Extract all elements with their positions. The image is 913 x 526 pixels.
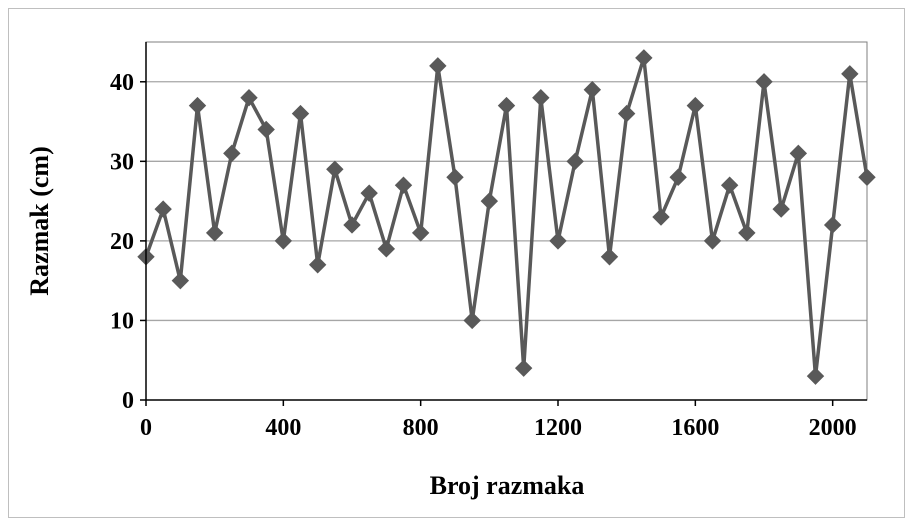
- axes: [140, 42, 867, 406]
- x-tick-label-5: 2000: [809, 415, 857, 441]
- data-point-0-35: [738, 224, 756, 242]
- data-series: [137, 49, 876, 385]
- y-tick-label-3: 30: [110, 149, 134, 175]
- data-point-0-17: [429, 57, 447, 75]
- data-point-0-24: [549, 232, 567, 250]
- y-tick-label-0: 0: [122, 388, 134, 414]
- data-point-0-21: [497, 96, 516, 115]
- data-point-0-9: [291, 104, 310, 123]
- data-point-0-41: [841, 65, 859, 83]
- data-point-0-33: [703, 232, 722, 250]
- data-point-0-4: [205, 224, 224, 242]
- x-tick-label-2: 800: [403, 415, 439, 441]
- data-point-0-10: [308, 256, 327, 274]
- data-point-0-36: [755, 73, 773, 91]
- data-point-0-20: [480, 192, 499, 210]
- data-point-0-13: [360, 184, 378, 202]
- y-tick-labels: 0 10 20 30 40: [110, 70, 134, 414]
- y-axis-title: Razmak (cm): [25, 146, 54, 295]
- x-tick-labels: 0 400 800 1200 1600 2000: [140, 415, 857, 441]
- data-point-0-18: [446, 168, 464, 186]
- data-point-0-22: [514, 359, 533, 377]
- data-point-0-28: [617, 104, 636, 123]
- data-point-0-37: [772, 200, 790, 218]
- data-point-0-15: [394, 176, 413, 194]
- data-point-0-34: [720, 176, 739, 194]
- data-point-0-5: [223, 144, 241, 163]
- data-point-0-12: [343, 216, 361, 234]
- data-point-0-39: [806, 367, 825, 385]
- data-point-0-7: [257, 120, 275, 139]
- data-point-0-3: [188, 96, 207, 115]
- x-tick-label-4: 1600: [671, 415, 719, 441]
- data-point-0-42: [858, 168, 876, 186]
- data-point-0-6: [240, 88, 258, 107]
- data-point-0-25: [566, 152, 584, 171]
- data-point-0-2: [171, 271, 190, 290]
- x-tick-label-3: 1200: [534, 415, 582, 441]
- data-point-0-30: [652, 208, 670, 226]
- x-tick-label-1: 400: [265, 415, 301, 441]
- data-point-0-11: [326, 160, 344, 178]
- x-tick-label-0: 0: [140, 415, 152, 441]
- data-point-0-14: [377, 240, 396, 258]
- data-point-0-23: [532, 88, 550, 107]
- y-tick-label-2: 20: [110, 229, 134, 255]
- data-point-0-38: [789, 144, 808, 163]
- data-point-0-16: [411, 224, 430, 242]
- chart-frame: [8, 8, 905, 518]
- data-point-0-27: [600, 248, 619, 266]
- data-point-0-40: [823, 216, 842, 234]
- x-axis-title: Broj razmaka: [430, 471, 585, 500]
- data-point-0-19: [463, 311, 481, 330]
- y-tick-label-4: 40: [110, 70, 134, 96]
- data-point-0-8: [274, 232, 293, 250]
- data-point-0-26: [583, 81, 602, 99]
- data-point-0-32: [686, 96, 705, 115]
- data-point-0-1: [154, 200, 172, 218]
- data-point-0-29: [635, 49, 653, 67]
- y-tick-label-1: 10: [110, 308, 134, 334]
- data-point-0-31: [669, 168, 687, 186]
